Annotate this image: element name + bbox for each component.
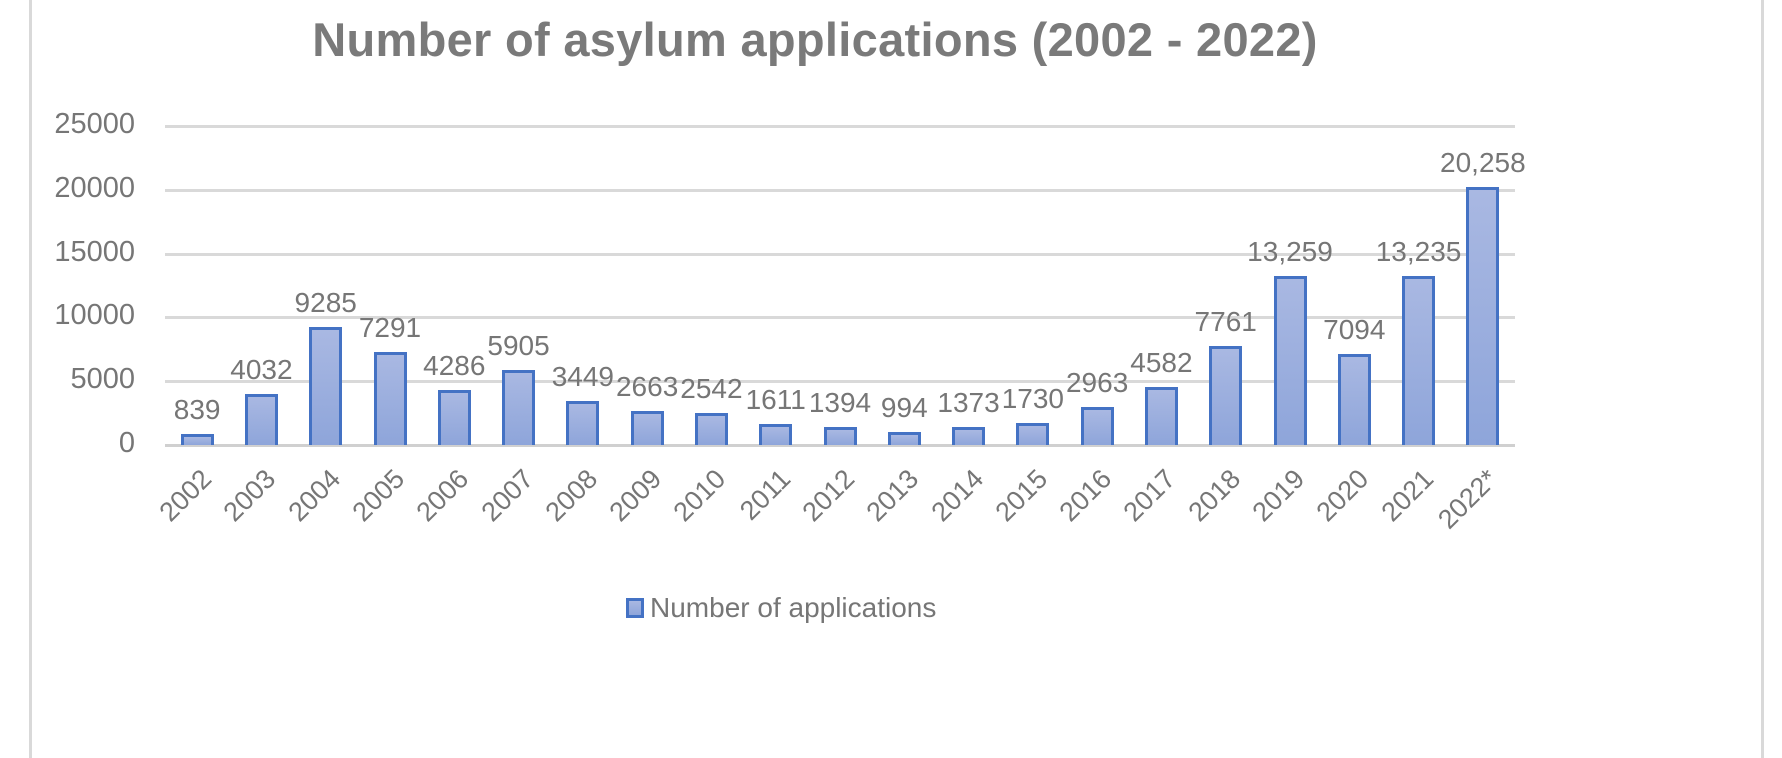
bar (823, 427, 857, 445)
bar (1273, 275, 1307, 445)
gridline (165, 316, 1515, 320)
bar (1080, 407, 1114, 445)
data-label: 7291 (358, 311, 422, 343)
bar (180, 434, 214, 445)
data-label: 3449 (551, 360, 614, 392)
legend: Number of applications (626, 592, 936, 624)
y-tick-label: 5000 (70, 363, 135, 396)
data-label: 1730 (1001, 382, 1064, 414)
data-label: 2963 (1065, 367, 1129, 399)
bar (1209, 345, 1243, 445)
data-label: 5905 (487, 329, 550, 361)
bar (309, 326, 343, 445)
bar (952, 427, 986, 445)
bar (437, 390, 471, 445)
data-label: 839 (173, 394, 221, 426)
chart-title: Number of asylum applications (2002 - 20… (312, 13, 1318, 66)
legend-swatch-icon (626, 598, 644, 618)
bar (1402, 276, 1436, 445)
y-tick-label: 0 (118, 427, 135, 459)
data-label: 4032 (230, 353, 293, 385)
data-label: 20,258 (1440, 146, 1526, 178)
data-label: 4286 (423, 350, 486, 382)
data-label: 1373 (937, 387, 1000, 419)
bar (373, 351, 407, 445)
bar (1144, 386, 1178, 445)
bar (244, 393, 278, 445)
y-tick-label: 25000 (54, 108, 135, 140)
data-label: 4582 (1130, 346, 1193, 378)
data-label: 1394 (808, 387, 872, 419)
y-tick-label: 15000 (54, 235, 135, 268)
data-label: 7094 (1323, 314, 1386, 346)
data-label: 994 (880, 392, 928, 424)
data-label: 7761 (1194, 305, 1257, 337)
bar (759, 424, 793, 445)
data-label: 13,235 (1375, 236, 1462, 268)
gridline (165, 444, 1515, 447)
bar (887, 432, 921, 445)
data-label: 13,259 (1247, 235, 1333, 267)
chart-frame (29, 0, 1764, 758)
gridline (165, 252, 1515, 256)
gridline (165, 125, 1515, 128)
bar (502, 369, 536, 445)
legend-label: Number of applications (650, 592, 937, 623)
bar (1466, 186, 1500, 445)
gridline (165, 380, 1515, 384)
gridline (165, 188, 1515, 192)
y-tick-label: 20000 (54, 171, 135, 204)
data-label: 2663 (615, 371, 679, 403)
data-label: 2542 (680, 372, 743, 404)
bar (630, 411, 664, 445)
data-label: 9285 (294, 286, 357, 318)
y-tick-label: 10000 (54, 299, 135, 332)
bar (1337, 354, 1371, 445)
bar (694, 412, 728, 445)
bar (566, 400, 600, 445)
data-label: 1611 (745, 384, 806, 416)
bar (1016, 422, 1050, 445)
